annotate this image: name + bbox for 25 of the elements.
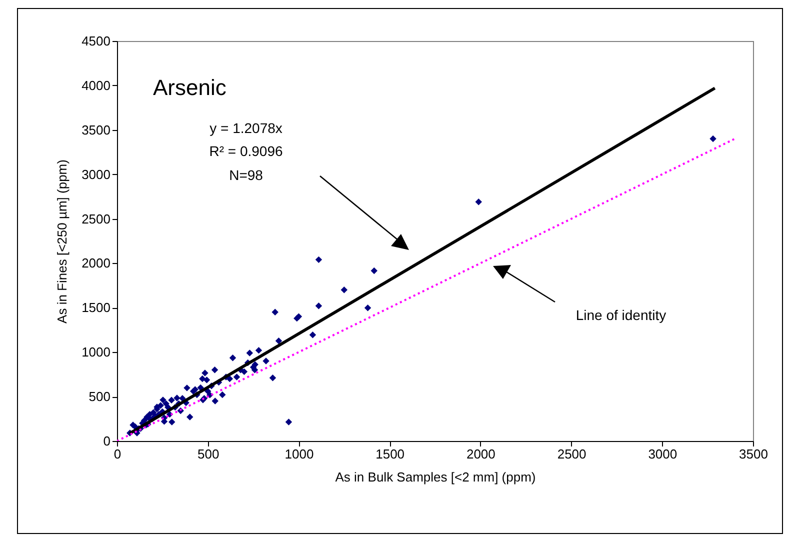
- x-tick-label: 1000: [284, 446, 314, 462]
- annotation: R² = 0.9096: [209, 143, 283, 159]
- x-tick-label: 2000: [466, 446, 496, 462]
- x-tick-label: 1500: [376, 446, 405, 462]
- y-tick-label: 1000: [82, 344, 110, 360]
- x-tick-label: 0: [114, 446, 122, 462]
- y-tick-label: 4500: [82, 34, 110, 48]
- x-tick-label: 2500: [557, 446, 586, 462]
- text: Arsenic: [153, 75, 226, 100]
- y-tick-label: 2000: [82, 256, 110, 271]
- y-tick-label: 3000: [82, 166, 110, 182]
- y-tick-label: 0: [103, 434, 110, 448]
- x-axis-title: As in Bulk Samples [<2 mm] (ppm): [335, 470, 536, 484]
- y-tick-label: 4000: [82, 78, 110, 93]
- y-tick-label: 3500: [82, 122, 110, 138]
- y-tick-label: 2500: [82, 211, 110, 226]
- annotation: N=98: [229, 167, 264, 183]
- x-tick-label: 3000: [648, 446, 678, 462]
- y-tick-label: 500: [88, 389, 110, 404]
- x-tick-label: 3500: [739, 446, 768, 462]
- x-tick-label: 500: [198, 446, 220, 462]
- y-tick-label: 1500: [82, 300, 110, 316]
- y-axis-title: As in Fines [<250 µm] (ppm): [54, 160, 70, 324]
- annotation: y = 1.2078x: [210, 120, 282, 136]
- annotation: Line of identity: [576, 307, 666, 323]
